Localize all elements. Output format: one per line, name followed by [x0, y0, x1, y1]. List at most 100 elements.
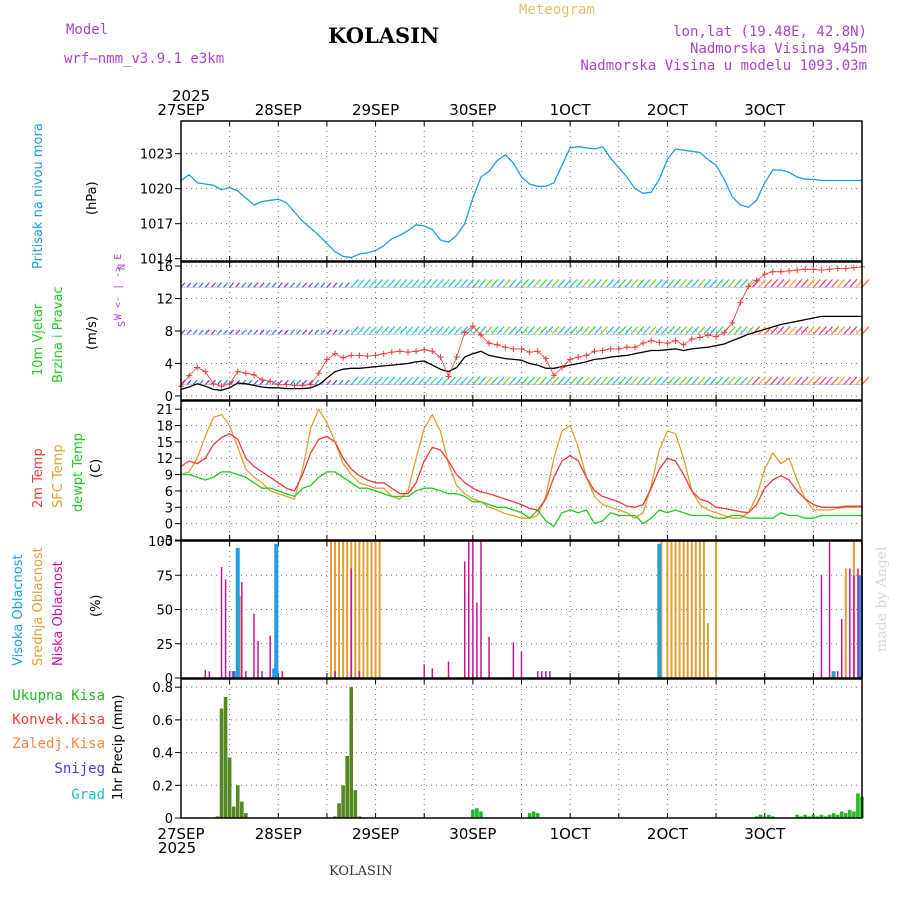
wind-ytick-label: 8: [165, 325, 173, 340]
wind-barb: [612, 376, 621, 385]
wind-barb: [758, 376, 767, 385]
wind-barb: [812, 326, 821, 335]
pressure-ytick-label: 1014: [140, 253, 173, 268]
wind-barb: [186, 379, 192, 385]
wind-barb: [198, 329, 204, 335]
wind-barb: [478, 279, 487, 288]
wind-barb: [521, 376, 529, 385]
cloud-bar-srednja-oblacnost: [334, 541, 337, 678]
precip-bar: [807, 816, 812, 818]
wind-barb: [405, 326, 414, 335]
wind-label-1: 10m Vjetar: [31, 303, 46, 376]
wind-gust-marker: [250, 371, 257, 378]
wind-barb: [679, 376, 688, 385]
cloud-bar-srednja-oblacnost: [674, 541, 677, 678]
wind-gust-marker: [380, 350, 387, 357]
cloud-bar-srednja-oblacnost: [329, 541, 332, 678]
wind-gust-marker: [437, 353, 444, 360]
wind-barb: [296, 379, 301, 385]
wind-barb: [399, 326, 408, 335]
wind-barb: [788, 376, 797, 385]
wind-gust-marker: [542, 355, 549, 362]
wind-barb: [417, 326, 426, 335]
wind-barb: [320, 282, 326, 288]
wind-barb: [423, 326, 432, 335]
wind-barb: [581, 376, 590, 385]
precip-bar: [839, 811, 844, 818]
wind-barb: [727, 326, 736, 335]
cloud-bar-niska-oblacnost: [520, 651, 523, 678]
cloud-bar-niska-oblacnost: [220, 567, 223, 678]
wind-gust-marker: [477, 332, 484, 339]
wind-barb: [569, 376, 578, 385]
cloud-bar-niska-oblacnost: [488, 636, 490, 678]
wind-barb: [381, 376, 390, 385]
wind-barb: [746, 326, 754, 335]
wind-barb: [782, 279, 791, 288]
wind-barb: [271, 282, 277, 288]
wind-barb: [648, 376, 657, 385]
wind-barb: [417, 279, 426, 288]
temp-unit: (C): [89, 459, 104, 478]
wind-barb: [587, 326, 596, 335]
wind-gust-marker: [648, 337, 655, 344]
wind-gust-marker: [518, 345, 525, 352]
cloud-bar-srednja-oblacnost: [678, 541, 681, 678]
wind-gust-marker: [259, 376, 266, 383]
cloud-ytick-label: 75: [156, 569, 173, 584]
precip-bar: [215, 816, 220, 818]
wind-barb: [685, 326, 694, 335]
wind-barb: [223, 379, 229, 385]
wind-barb: [806, 279, 815, 288]
wind-barb: [350, 326, 359, 335]
wind-barb: [648, 326, 657, 335]
cloud-bar-niska-oblacnost: [253, 613, 255, 678]
cloud-bar-srednja-oblacnost: [238, 595, 241, 678]
wind-barb: [594, 279, 602, 288]
precip-bar: [754, 816, 759, 818]
cloud-bar-srednja-oblacnost: [666, 541, 669, 678]
precip-ytick-label: 0.8: [152, 681, 173, 696]
pressure-ytick-label: 1020: [140, 183, 173, 198]
wind-barb: [618, 279, 627, 288]
date-label-top-29sep: 29SEP: [352, 101, 399, 119]
wind-barb: [733, 279, 742, 288]
wind-barb: [435, 279, 444, 288]
wind-barb: [758, 279, 767, 288]
precip-bar: [341, 785, 345, 818]
wind-barb: [818, 326, 827, 335]
wind-gust-marker: [704, 332, 711, 339]
wind-ytick-label: 16: [156, 260, 173, 275]
wind-barb: [861, 279, 870, 288]
wind-barb: [642, 376, 651, 385]
wind-barb: [381, 279, 390, 288]
wind-barb: [247, 282, 253, 288]
station-title: KOLASIN: [328, 23, 439, 48]
temp-label-2: SFC Temp: [51, 444, 66, 508]
wind-barb: [296, 282, 301, 288]
wind-barb: [843, 376, 852, 385]
wind-barb: [271, 329, 277, 335]
precip-bar: [535, 813, 540, 818]
wind-gust-marker: [680, 341, 687, 348]
wind-barb: [727, 279, 736, 288]
cloud-bar-srednja-oblacnost: [670, 541, 673, 678]
wind-ytick-label: 12: [156, 293, 173, 308]
wind-barb: [606, 326, 615, 335]
cloud-bar-niska-oblacnost: [536, 671, 539, 678]
wind-barb: [800, 326, 809, 335]
lonlat-text: lon,lat (19.48E, 42.8N): [673, 24, 867, 40]
cloud-bar-srednja-oblacnost: [338, 541, 341, 678]
wind-barb: [472, 279, 481, 288]
wind-gust-marker: [283, 381, 290, 388]
wind-barb: [806, 376, 815, 385]
wind-gust-marker: [315, 370, 322, 377]
wind-barb: [393, 376, 402, 385]
wind-barb: [782, 376, 791, 385]
wind-barb: [794, 326, 803, 335]
wind-barb: [277, 282, 283, 288]
cloud-bar-niska-oblacnost: [281, 671, 284, 678]
wind-barb: [217, 329, 222, 335]
wind-barb: [204, 379, 210, 385]
cloud-bar-niska-oblacnost: [358, 671, 361, 678]
